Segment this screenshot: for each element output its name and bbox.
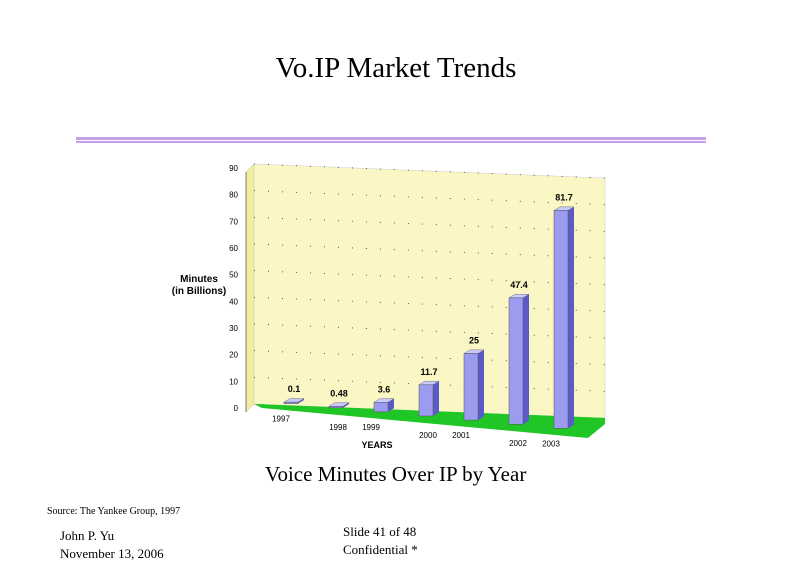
y-tick-label: 30	[229, 324, 238, 333]
chart-back-wall	[253, 163, 606, 419]
bar-series: 0.1 0.48 3.6 11.7 25 47.4 81.7	[283, 192, 575, 429]
slide-number: Slide 41 of 48	[343, 524, 417, 539]
x-tick-label: 2003	[542, 439, 560, 448]
title-divider	[76, 137, 706, 140]
x-tick-label: 2000	[419, 431, 437, 440]
bar	[283, 401, 299, 404]
y-tick-label: 0	[234, 404, 239, 413]
y-tick-label: 80	[229, 191, 238, 200]
presentation-date: November 13, 2006	[60, 546, 164, 561]
data-label: 47.4	[510, 280, 528, 290]
data-label: 81.7	[555, 192, 573, 202]
y-tick-label: 90	[229, 164, 238, 173]
chart-floor-edge	[254, 404, 605, 438]
y-tick-label: 20	[229, 351, 238, 360]
bar-side	[298, 398, 304, 404]
footer-slide-info: Slide 41 of 48 Confidential *	[343, 523, 418, 559]
y-axis-label-line1: Minutes	[180, 274, 218, 285]
bar-side	[568, 206, 574, 429]
footer-author-block: John P. Yu November 13, 2006	[60, 527, 164, 563]
x-tick-label: 2001	[452, 431, 470, 440]
bar	[463, 353, 479, 421]
bar	[373, 402, 389, 413]
y-tick-label: 70	[229, 217, 238, 226]
data-label: 11.7	[420, 367, 437, 377]
data-label: 0.48	[330, 388, 348, 398]
chart-side-wall	[245, 163, 255, 413]
bar	[508, 297, 524, 425]
bar-side	[433, 381, 439, 416]
bar	[553, 210, 569, 429]
bar	[418, 384, 434, 417]
bar-side	[523, 294, 529, 425]
chart-caption: Voice Minutes Over IP by Year	[265, 462, 527, 486]
x-tick-label: 1998	[329, 423, 347, 432]
data-label: 25	[469, 335, 479, 345]
y-tick-label: 10	[229, 377, 238, 386]
y-tick-label: 40	[229, 297, 238, 306]
bar-side	[478, 349, 484, 421]
x-tick-label: 2002	[509, 439, 527, 448]
bar	[328, 406, 344, 409]
data-label: 0.1	[288, 384, 301, 394]
y-tick-label: 50	[229, 271, 238, 280]
author-name: John P. Yu	[60, 528, 115, 543]
x-tick-label: 1997	[272, 415, 290, 424]
bar-side	[343, 402, 349, 408]
x-axis: 1997 1998 1999 2000 2001 2002 2003	[272, 415, 560, 449]
data-label: 3.6	[378, 384, 391, 394]
title-divider-secondary	[76, 141, 706, 143]
confidential-note: Confidential *	[343, 542, 418, 557]
y-tick-label: 60	[229, 244, 238, 253]
y-axis-label-line2: (in Billions)	[172, 286, 226, 297]
x-axis-label: YEARS	[361, 440, 392, 450]
source-note: Source: The Yankee Group, 1997	[47, 506, 181, 517]
y-axis: 0 10 20 30 40 50 60 70 80 90	[229, 164, 247, 413]
slide-title: Vo.IP Market Trends	[275, 52, 517, 84]
bar-side	[388, 398, 394, 412]
x-tick-label: 1999	[362, 423, 380, 432]
